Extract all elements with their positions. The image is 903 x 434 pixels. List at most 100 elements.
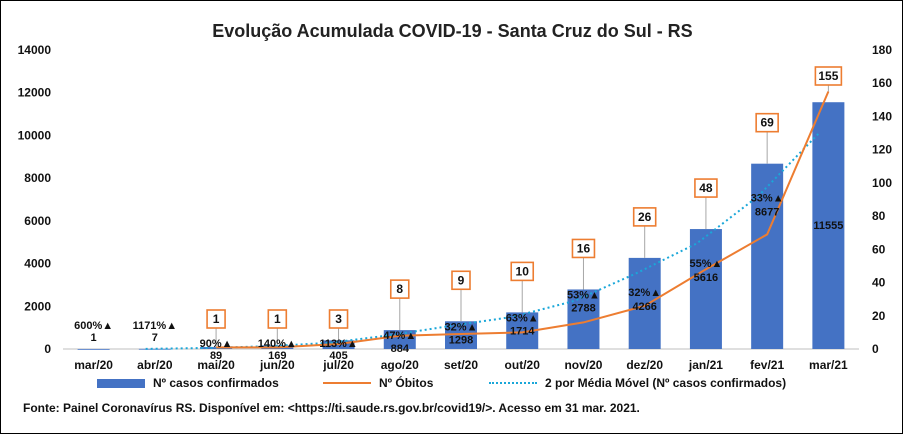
death-label: 1 <box>213 312 220 326</box>
death-label: 48 <box>699 181 713 195</box>
death-label-box <box>451 270 471 291</box>
bar-cases <box>812 102 845 349</box>
growth-label: 32%▲ <box>445 321 478 333</box>
y-left-tick-label: 12000 <box>18 86 52 100</box>
death-label-box <box>510 261 535 282</box>
death-label: 8 <box>396 282 403 296</box>
growth-label: 33%▲ <box>751 193 784 205</box>
y-right-tick-label: 140 <box>872 109 892 123</box>
death-label-box <box>814 66 843 86</box>
death-label: 26 <box>638 210 652 224</box>
x-tick-label: jul/20 <box>322 358 354 372</box>
bar-cases <box>751 163 784 349</box>
y-right-tick-label: 40 <box>872 276 886 290</box>
bar-cases <box>689 229 722 349</box>
y-right-tick-label: 20 <box>872 309 886 323</box>
legend-label-cases: Nº casos confirmados <box>153 376 279 390</box>
bar-cases <box>138 348 171 350</box>
deaths-line <box>216 91 830 349</box>
death-label-box <box>389 279 410 299</box>
x-tick-label: jun/20 <box>259 358 295 372</box>
case-value-label: 4266 <box>632 301 656 313</box>
x-tick-label: out/20 <box>505 358 541 372</box>
case-value-label: 11555 <box>813 220 843 232</box>
growth-label: 53%▲ <box>567 289 600 301</box>
x-tick-label: mai/20 <box>197 358 235 372</box>
y-right-tick-label: 180 <box>872 43 892 57</box>
y-right-tick-label: 80 <box>872 209 886 223</box>
case-value-label: 1298 <box>449 334 473 346</box>
chart-title: Evolução Acumulada COVID-19 - Santa Cruz… <box>212 21 693 41</box>
bar-cases <box>628 257 661 349</box>
legend-swatch-line <box>323 382 371 384</box>
case-value-label: 884 <box>391 343 410 355</box>
legend-label-deaths: Nº Óbitos <box>379 376 434 390</box>
case-value-label: 8677 <box>755 207 779 219</box>
death-label-box <box>267 309 288 329</box>
y-right-tick-label: 60 <box>872 242 886 256</box>
death-label-box <box>571 238 596 259</box>
y-left-tick-label: 8000 <box>24 171 51 185</box>
growth-label: 600%▲ <box>74 320 113 332</box>
growth-label: 90%▲ <box>200 338 233 350</box>
bar-cases <box>77 348 110 350</box>
x-tick-label: jan/21 <box>688 358 723 372</box>
y-right-tick-label: 120 <box>872 143 892 157</box>
growth-label: 63%▲ <box>506 312 539 324</box>
legend-swatch-dotted <box>489 382 537 384</box>
death-label-box <box>694 178 718 198</box>
x-tick-label: ago/20 <box>381 358 419 372</box>
x-tick-label: mar/21 <box>809 358 848 372</box>
growth-label: 140%▲ <box>258 338 297 350</box>
growth-label: 1171%▲ <box>133 320 178 332</box>
case-value-label: 1 <box>91 332 97 344</box>
growth-label: 47%▲ <box>383 330 416 342</box>
growth-label: 32%▲ <box>628 287 661 299</box>
source-note: Fonte: Painel Coronavírus RS. Disponível… <box>23 401 640 415</box>
legend-item-moving-average: 2 por Média Móvel (Nº casos confirmados) <box>489 376 786 390</box>
moving-average-line <box>145 132 820 350</box>
x-tick-label: abr/20 <box>137 358 173 372</box>
legend-item-deaths: Nº Óbitos <box>323 376 433 390</box>
death-label-box <box>206 309 226 329</box>
x-tick-label: dez/20 <box>626 358 663 372</box>
death-label-box <box>755 112 779 133</box>
x-tick-label: fev/21 <box>750 358 784 372</box>
death-label: 9 <box>458 273 465 287</box>
case-value-label: 7 <box>152 332 158 344</box>
death-label: 3 <box>335 312 342 326</box>
x-tick-label: nov/20 <box>564 358 602 372</box>
case-value-label: 1714 <box>510 325 535 337</box>
y-left-tick-label: 10000 <box>18 128 52 142</box>
y-left-tick-label: 2000 <box>24 299 51 313</box>
death-label: 69 <box>760 116 774 130</box>
legend: Nº casos confirmados Nº Óbitos 2 por Méd… <box>1 376 902 394</box>
case-value-label: 2788 <box>571 302 595 314</box>
case-value-label: 89 <box>210 350 222 362</box>
y-right-tick-label: 160 <box>872 76 892 90</box>
death-label: 10 <box>516 264 530 278</box>
legend-swatch-bar <box>97 378 145 388</box>
death-label-box <box>328 309 349 329</box>
y-right-tick-label: 0 <box>872 342 879 356</box>
death-label-box <box>632 207 657 227</box>
x-tick-label: mar/20 <box>74 358 113 372</box>
y-left-tick-label: 14000 <box>18 43 52 57</box>
x-tick-label: set/20 <box>444 358 478 372</box>
growth-label: 55%▲ <box>689 258 722 270</box>
death-label: 1 <box>274 312 281 326</box>
y-left-tick-label: 0 <box>44 342 51 356</box>
death-label: 16 <box>577 241 591 255</box>
case-value-label: 5616 <box>694 272 718 284</box>
y-left-tick-label: 4000 <box>24 257 51 271</box>
legend-item-cases: Nº casos confirmados <box>97 376 279 390</box>
growth-label: 113%▲ <box>319 338 357 350</box>
y-left-tick-label: 6000 <box>24 214 51 228</box>
case-value-label: 405 <box>329 350 347 362</box>
case-value-label: 169 <box>268 350 286 362</box>
y-right-tick-label: 100 <box>872 176 892 190</box>
death-label: 155 <box>818 69 838 83</box>
legend-label-moving-average: 2 por Média Móvel (Nº casos confirmados) <box>545 376 787 390</box>
